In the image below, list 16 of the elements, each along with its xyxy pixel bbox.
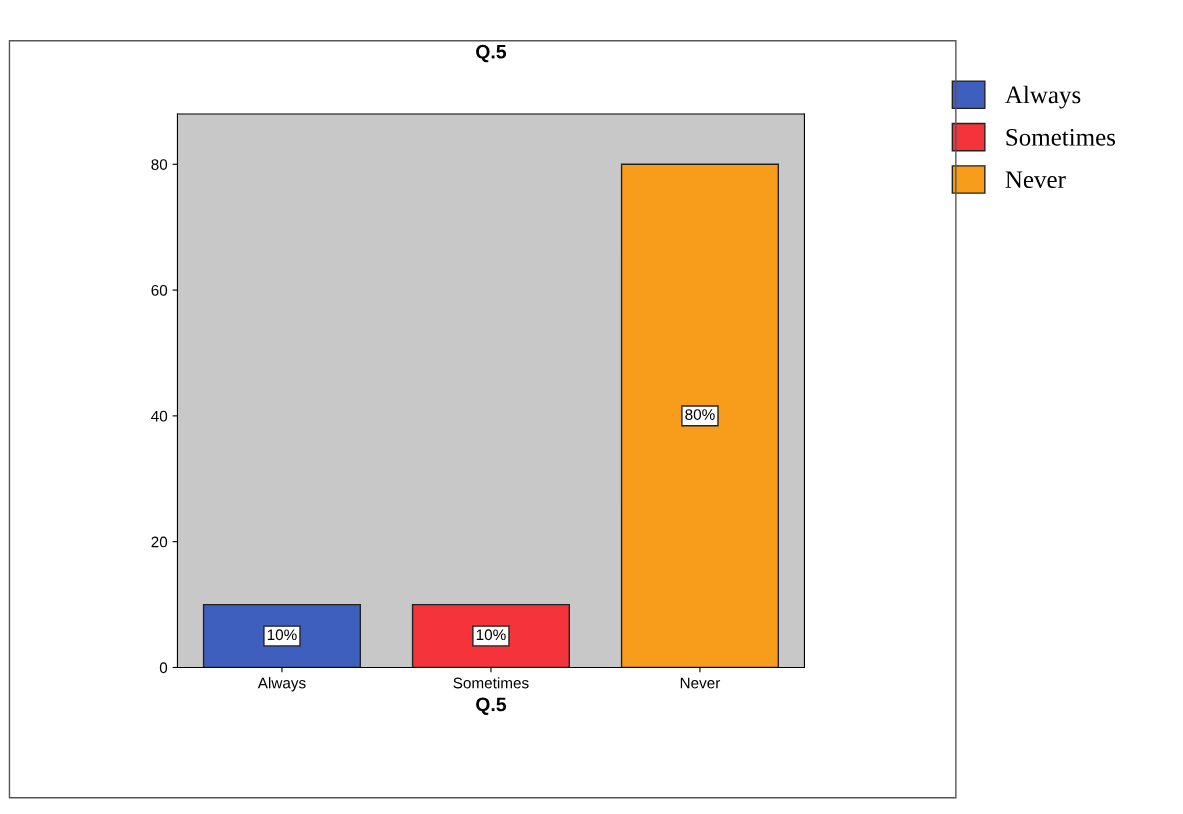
legend-label: Always — [1005, 85, 1081, 109]
y-tick-label: 20 — [151, 536, 168, 548]
data-label: 10% — [476, 629, 506, 641]
data-label: 10% — [267, 629, 297, 641]
x-axis-title: Q.5 — [476, 697, 507, 715]
x-tick-label: Always — [257, 677, 306, 692]
legend-label: Sometimes — [1006, 128, 1116, 146]
y-tick-label: 80 — [151, 159, 168, 170]
chart-title: Q.5 — [476, 44, 507, 63]
data-label: 80% — [685, 409, 715, 420]
x-tick-label: Sometimes — [453, 677, 529, 689]
y-tick-label: 0 — [159, 662, 168, 674]
y-tick-label: 60 — [151, 284, 168, 296]
legend-label: Never — [1005, 171, 1066, 189]
y-tick-label: 40 — [151, 410, 168, 422]
x-tick-label: Never — [680, 677, 721, 689]
